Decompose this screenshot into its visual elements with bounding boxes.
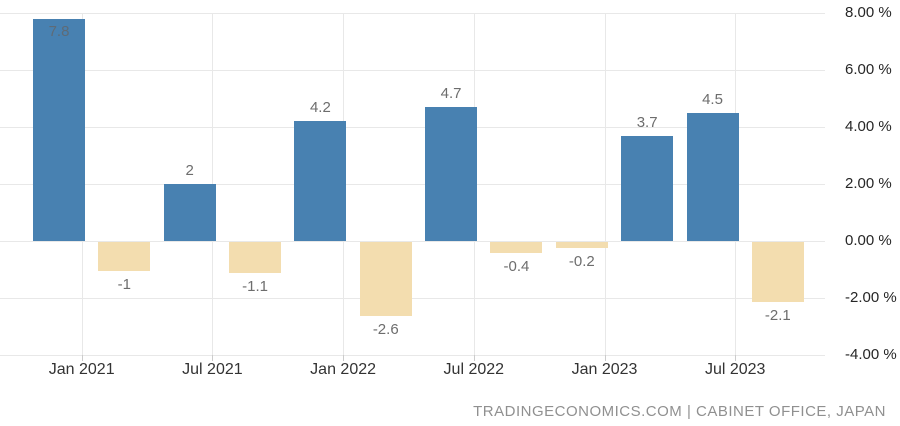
h-gridline	[0, 298, 825, 299]
x-axis-label: Jul 2022	[443, 361, 505, 378]
h-gridline	[0, 241, 825, 242]
bar[interactable]	[98, 242, 151, 271]
x-axis-label: Jul 2023	[704, 361, 766, 378]
bar[interactable]	[686, 112, 739, 241]
h-gridline	[0, 127, 825, 128]
bar[interactable]	[751, 242, 804, 302]
bar-value-label: -0.2	[568, 252, 595, 270]
y-axis-label: 2.00 %	[845, 175, 892, 192]
bar-value-label: -2.1	[764, 306, 791, 324]
bar[interactable]	[359, 242, 412, 317]
attribution-text: TRADINGECONOMICS.COM | CABINET OFFICE, J…	[473, 403, 886, 420]
bar[interactable]	[490, 242, 543, 254]
y-axis-label: 6.00 %	[845, 61, 892, 78]
x-tick	[212, 355, 214, 361]
bar-value-label: -1.1	[242, 278, 268, 296]
x-tick	[735, 355, 737, 361]
bar-value-label: 7.8	[48, 22, 70, 40]
bar-value-label: 3.7	[636, 113, 658, 131]
x-axis-label: Jul 2021	[182, 361, 243, 378]
bar[interactable]	[163, 184, 216, 241]
y-axis-label: -2.00 %	[845, 289, 897, 306]
x-tick	[604, 355, 606, 361]
bar-value-label: -2.6	[372, 321, 399, 339]
bar-value-label: 2	[185, 162, 194, 179]
h-gridline	[0, 70, 825, 71]
y-axis-label: 0.00 %	[845, 232, 892, 249]
x-tick	[81, 355, 83, 361]
bar-value-label: -0.4	[503, 258, 530, 276]
y-axis-label: 4.00 %	[845, 118, 892, 135]
bar[interactable]	[33, 18, 85, 241]
h-gridline	[0, 13, 825, 14]
bar-value-label: 4.5	[702, 90, 723, 108]
bar-value-label: 4.7	[440, 85, 462, 103]
x-tick	[473, 355, 475, 361]
y-axis-label: -4.00 %	[845, 346, 897, 363]
bar[interactable]	[555, 242, 608, 248]
x-axis-label: Jan 2021	[48, 361, 115, 378]
h-gridline	[0, 355, 825, 356]
bar[interactable]	[425, 107, 478, 241]
bar[interactable]	[229, 242, 282, 274]
v-gridline	[604, 13, 606, 355]
bar[interactable]	[294, 121, 347, 241]
x-axis-label: Jan 2022	[310, 361, 377, 378]
bar-value-label: 4.2	[309, 99, 331, 117]
x-tick	[343, 355, 345, 361]
bar[interactable]	[621, 135, 674, 241]
h-gridline	[0, 184, 825, 185]
y-axis-label: 8.00 %	[845, 4, 892, 21]
bar-value-label: -1	[117, 275, 132, 293]
x-axis-label: Jan 2023	[571, 361, 638, 378]
